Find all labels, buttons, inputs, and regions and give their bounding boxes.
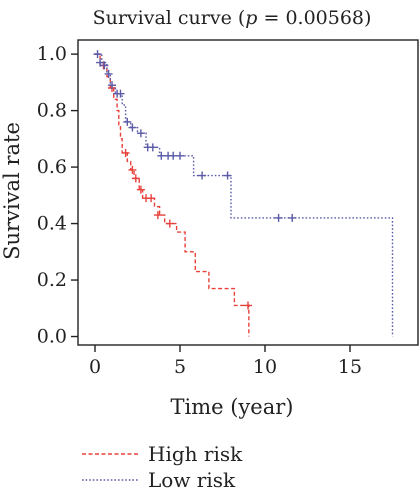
- low-risk-censor-mark: [136, 129, 145, 138]
- survival-curves: [93, 50, 394, 337]
- plot-frame: [77, 39, 419, 346]
- y-tick-label: 0.6: [37, 156, 67, 178]
- x-tick-label: 5: [174, 356, 186, 378]
- y-tick-label: 0.8: [37, 100, 67, 122]
- legend-label-high-risk: High risk: [148, 442, 243, 466]
- low-risk-censor-mark: [116, 89, 125, 98]
- x-tick-label: 10: [253, 356, 277, 378]
- x-tick-label: 15: [338, 356, 362, 378]
- chart-title-p: p: [245, 7, 257, 29]
- x-tick-label: 0: [89, 356, 101, 378]
- low-risk-censor-mark: [223, 171, 232, 180]
- y-tick-label: 0.0: [37, 326, 67, 348]
- low-risk-censor-mark: [100, 61, 109, 70]
- low-risk-censor-mark: [108, 81, 116, 90]
- y-tick-label: 0.2: [37, 269, 67, 291]
- y-axis-title: Survival rate: [0, 122, 24, 260]
- high-risk-curve: [95, 53, 250, 337]
- chart-title-prefix: Survival curve (: [93, 7, 246, 29]
- high-risk-censor-mark: [147, 194, 156, 203]
- low-risk-censor-mark: [198, 171, 207, 180]
- high-risk-censor-mark: [244, 301, 252, 310]
- low-risk-censor-mark: [123, 117, 132, 126]
- x-axis: 0 5 10 15: [89, 345, 362, 378]
- low-risk-censor-mark: [274, 213, 283, 222]
- y-tick-label: 1.0: [37, 43, 67, 65]
- low-risk-censor-mark: [128, 123, 137, 132]
- high-risk-censor-mark: [165, 219, 174, 228]
- high-risk-censor-mark: [136, 185, 145, 194]
- legend-label-low-risk: Low risk: [148, 468, 236, 492]
- low-risk-censor-mark: [176, 151, 184, 160]
- chart-title: Survival curve (p = 0.00568): [93, 7, 372, 29]
- low-risk-censor-mark: [169, 151, 178, 160]
- high-risk-censor-mark: [128, 165, 137, 174]
- low-risk-censor-mark: [104, 69, 113, 78]
- low-risk-censor-mark: [288, 213, 297, 222]
- low-risk-censor-mark: [93, 50, 102, 59]
- low-risk-censor-mark: [96, 58, 105, 67]
- high-risk-censor-mark: [121, 148, 130, 157]
- y-axis: 0.0 0.2 0.4 0.6 0.8 1.0: [37, 43, 78, 348]
- low-risk-censor-mark: [157, 151, 166, 160]
- low-risk-curve: [95, 53, 394, 337]
- low-risk-censor-mark: [148, 143, 157, 152]
- plot-area: [77, 39, 419, 346]
- x-axis-title: Time (year): [171, 395, 294, 419]
- chart-title-suffix: = 0.00568): [257, 7, 371, 29]
- high-risk-censor-mark: [153, 211, 162, 220]
- y-tick-label: 0.4: [37, 213, 67, 235]
- high-risk-censor-mark: [131, 174, 140, 183]
